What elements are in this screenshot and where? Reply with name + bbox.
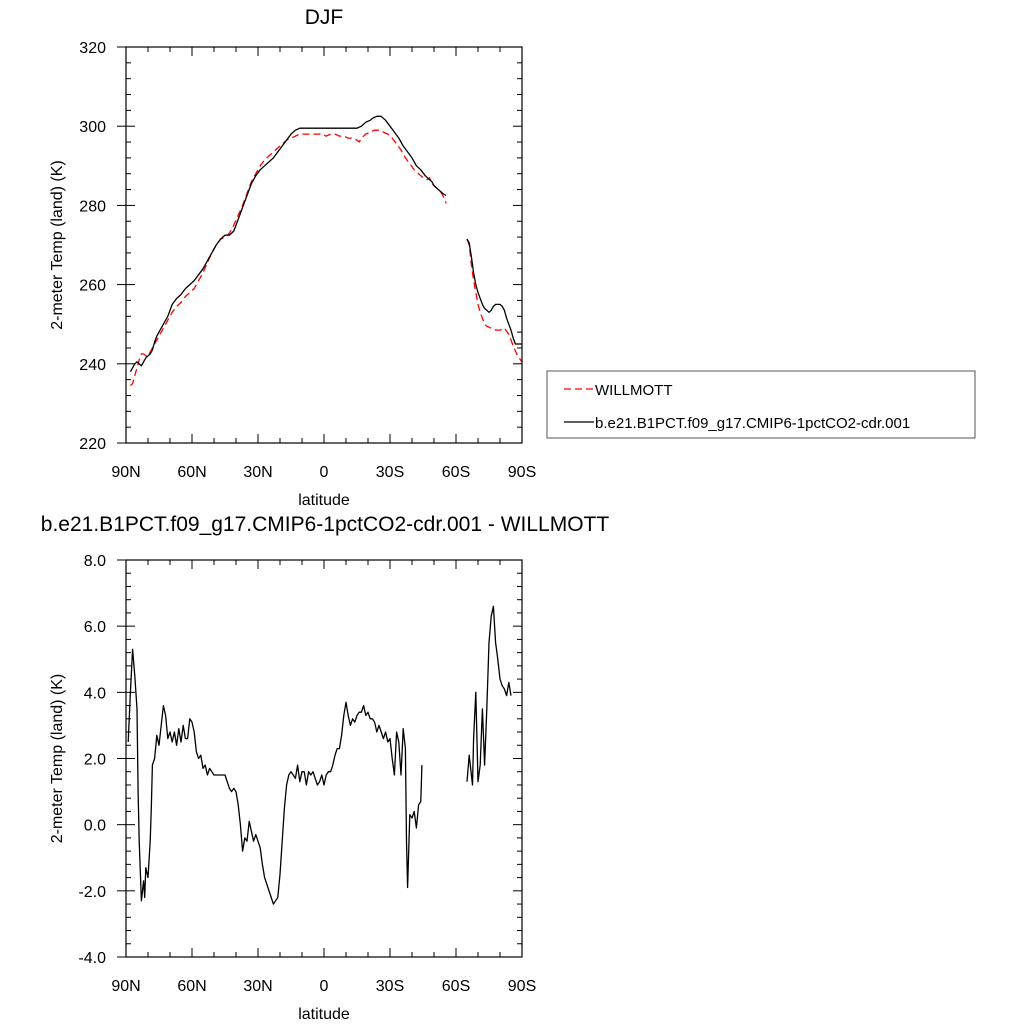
- x-tick-label: 30N: [243, 978, 272, 995]
- y-axis-label: 2-meter Temp (land) (K): [49, 674, 66, 844]
- series-line-2-segment-1: [129, 115, 447, 373]
- y-tick-label: 240: [79, 357, 106, 374]
- x-tick-label: 90S: [508, 978, 536, 995]
- y-tick-label: 280: [79, 198, 106, 215]
- y-tick-label: -2.0: [78, 884, 106, 901]
- x-tick-label: 0: [320, 978, 329, 995]
- legend-label: WILLMOTT: [595, 382, 673, 399]
- plot-frame: [125, 46, 523, 444]
- y-tick-label: 300: [79, 119, 106, 136]
- series-line-1-segment-1: [127, 648, 423, 905]
- series-line-1-segment-2: [466, 605, 512, 786]
- y-axis-label: 2-meter Temp (land) (K): [49, 160, 66, 330]
- x-tick-label: 60S: [442, 978, 470, 995]
- series-line-2-segment-2: [466, 238, 522, 345]
- series-line-1-segment-2: [466, 238, 523, 363]
- legend: WILLMOTT b.e21.B1PCT.f09_g17.CMIP6-1pctCO…: [546, 370, 976, 439]
- x-axis-label: latitude: [298, 1006, 350, 1023]
- y-tick-label: 260: [79, 278, 106, 295]
- y-tick-label: 8.0: [84, 553, 106, 570]
- plot-frame: [125, 559, 523, 958]
- legend-box: [546, 370, 976, 439]
- y-tick-label: 0.0: [84, 818, 106, 835]
- x-tick-label: 30S: [376, 978, 404, 995]
- y-tick-label: 220: [79, 436, 106, 453]
- x-tick-label: 90N: [111, 464, 140, 481]
- chart-title: DJF: [305, 6, 344, 29]
- x-tick-label: 90N: [111, 978, 140, 995]
- x-axis-label: latitude: [298, 492, 350, 509]
- series-line-1-segment-1: [129, 129, 447, 387]
- chart-temperature-difference: 90N 60N 30N 0 30S 60S 90S -4.0 -2.0 0.0 2.0 4.0 6.0 8…: [41, 513, 610, 1023]
- chart-djf-temperature: 90N 60N 30N 0 30S 60S 90S 220 240 260 280 300 320 DJF…: [49, 6, 536, 509]
- y-tick-label: 320: [79, 40, 106, 57]
- y-tick-label: 2.0: [84, 752, 106, 769]
- x-tick-label: 60S: [442, 464, 470, 481]
- x-tick-label: 30S: [376, 464, 404, 481]
- x-tick-label: 0: [320, 464, 329, 481]
- y-tick-label: 4.0: [84, 685, 106, 702]
- legend-label: b.e21.B1PCT.f09_g17.CMIP6-1pctCO2-cdr.00…: [595, 415, 910, 432]
- y-tick-label: -4.0: [78, 950, 106, 967]
- x-tick-label: 60N: [177, 978, 206, 995]
- y-tick-label: 6.0: [84, 619, 106, 636]
- x-tick-label: 60N: [177, 464, 206, 481]
- x-tick-label: 30N: [243, 464, 272, 481]
- x-tick-label: 90S: [508, 464, 536, 481]
- chart-title: b.e21.B1PCT.f09_g17.CMIP6-1pctCO2-cdr.00…: [41, 513, 610, 536]
